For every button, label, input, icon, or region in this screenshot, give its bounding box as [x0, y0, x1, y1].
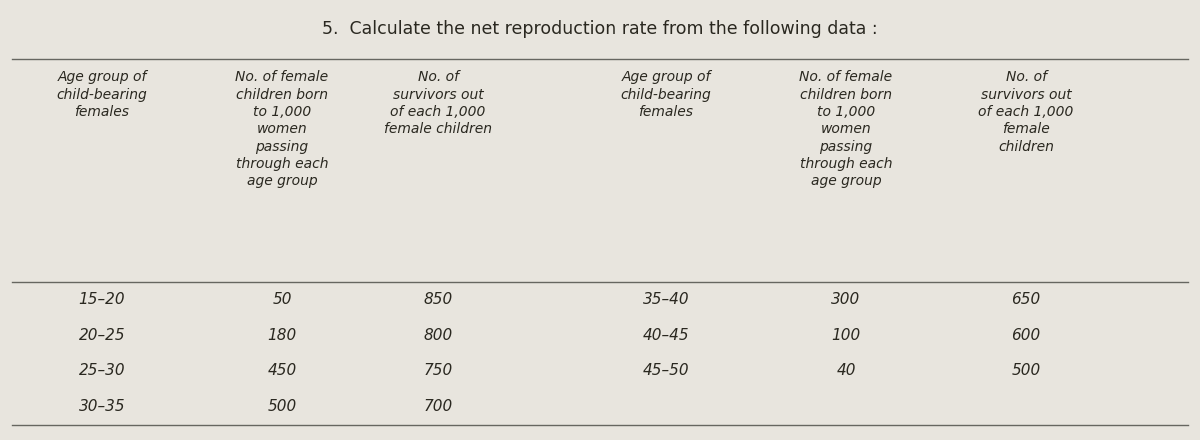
Text: 750: 750 — [424, 363, 452, 378]
Text: 500: 500 — [1012, 363, 1040, 378]
Text: 700: 700 — [424, 399, 452, 414]
Text: 800: 800 — [424, 328, 452, 343]
Text: 35–40: 35–40 — [643, 292, 689, 307]
Text: No. of female
children born
to 1,000
women
passing
through each
age group: No. of female children born to 1,000 wom… — [799, 70, 893, 188]
Text: 40–45: 40–45 — [643, 328, 689, 343]
Text: 45–50: 45–50 — [643, 363, 689, 378]
Text: 40: 40 — [836, 363, 856, 378]
Text: 25–30: 25–30 — [79, 363, 125, 378]
Text: 20–25: 20–25 — [79, 328, 125, 343]
Text: 850: 850 — [424, 292, 452, 307]
Text: 50: 50 — [272, 292, 292, 307]
Text: 600: 600 — [1012, 328, 1040, 343]
Text: 180: 180 — [268, 328, 296, 343]
Text: 300: 300 — [832, 292, 860, 307]
Text: No. of female
children born
to 1,000
women
passing
through each
age group: No. of female children born to 1,000 wom… — [235, 70, 329, 188]
Text: 500: 500 — [268, 399, 296, 414]
Text: 30–35: 30–35 — [79, 399, 125, 414]
Text: 450: 450 — [268, 363, 296, 378]
Text: 100: 100 — [832, 328, 860, 343]
Text: 15–20: 15–20 — [79, 292, 125, 307]
Text: No. of
survivors out
of each 1,000
female
children: No. of survivors out of each 1,000 femal… — [978, 70, 1074, 154]
Text: No. of
survivors out
of each 1,000
female children: No. of survivors out of each 1,000 femal… — [384, 70, 492, 136]
Text: 5.  Calculate the net reproduction rate from the following data :: 5. Calculate the net reproduction rate f… — [322, 20, 878, 38]
Text: Age group of
child-bearing
females: Age group of child-bearing females — [56, 70, 148, 119]
Text: Age group of
child-bearing
females: Age group of child-bearing females — [620, 70, 712, 119]
Text: 650: 650 — [1012, 292, 1040, 307]
